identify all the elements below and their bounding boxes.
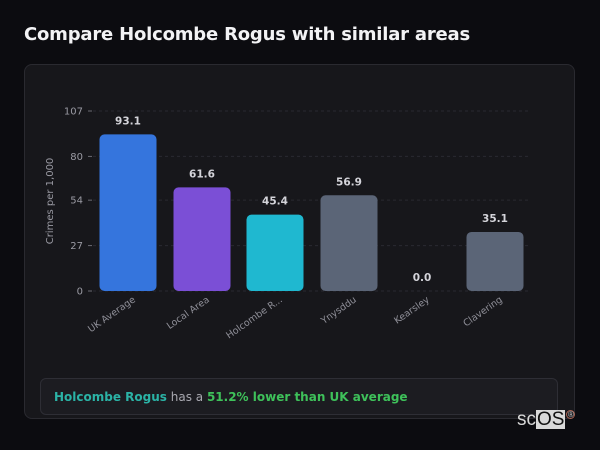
bar-value-label: 35.1 xyxy=(482,213,508,225)
chart-card: Crimes per 1,000 0 27 54 80 107 93.1 UK Average… xyxy=(24,64,575,419)
y-tick-label: 27 xyxy=(70,241,83,252)
bar-value-label: 45.4 xyxy=(262,196,288,208)
page-title: Compare Holcombe Rogus with similar area… xyxy=(24,24,471,45)
bar[interactable] xyxy=(173,187,231,291)
bar[interactable] xyxy=(320,195,378,291)
bar-value-label: 93.1 xyxy=(115,115,141,127)
bar-value-label: 0.0 xyxy=(413,272,432,284)
logo-boxed: OS xyxy=(536,409,566,430)
bar-value-label: 61.6 xyxy=(189,168,215,180)
logo-prefix: sc xyxy=(517,409,536,430)
summary-middle-text: has a xyxy=(166,389,207,404)
x-tick-label: Clavering xyxy=(461,294,504,329)
x-tick-label: Holcombe R... xyxy=(224,294,284,341)
x-tick-label: Local Area xyxy=(165,294,212,331)
y-tick-label: 80 xyxy=(70,152,83,163)
x-tick-label: Kearsley xyxy=(392,294,432,326)
summary-banner: Holcombe Rogus has a 51.2% lower than UK… xyxy=(40,378,558,415)
summary-area-name: Holcombe Rogus xyxy=(54,389,167,404)
bar[interactable] xyxy=(99,134,157,291)
y-axis-label: Crimes per 1,000 xyxy=(45,158,56,245)
bar-chart: Crimes per 1,000 0 27 54 80 107 93.1 UK Average… xyxy=(45,107,531,341)
x-tick-label: UK Average xyxy=(86,294,138,335)
x-tick-label: Ynysddu xyxy=(318,294,358,327)
summary-stat: 51.2% lower than UK average xyxy=(206,389,408,404)
y-tick-label: 0 xyxy=(77,287,83,298)
y-tick-label: 107 xyxy=(64,107,83,118)
bar-value-label: 56.9 xyxy=(336,176,362,188)
watermark-logo: sc OS ® xyxy=(517,409,576,430)
bar[interactable] xyxy=(246,214,304,291)
y-tick-label: 54 xyxy=(70,196,83,207)
bar[interactable] xyxy=(466,231,524,291)
registered-icon: ® xyxy=(566,410,576,419)
